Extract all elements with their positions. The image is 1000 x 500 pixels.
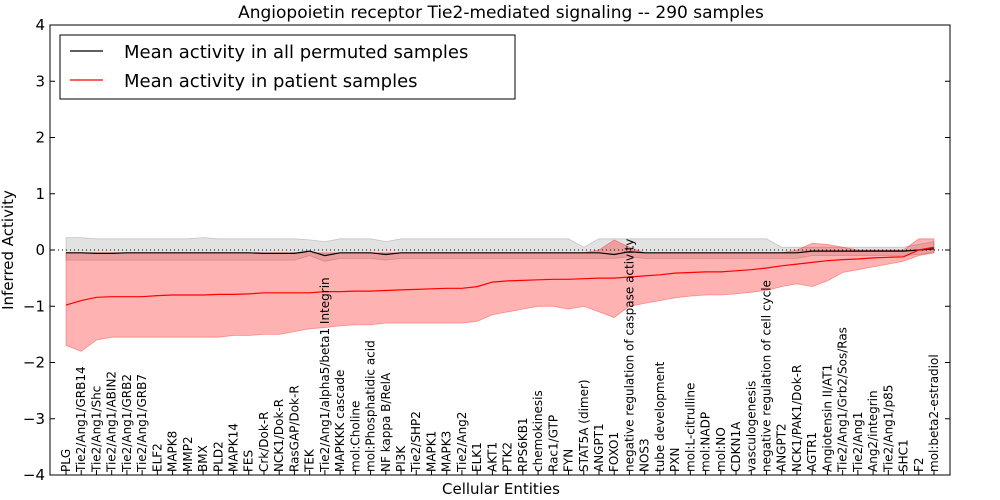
x-tick-label: PLD2: [211, 441, 225, 472]
x-tick-label: Tie2/Ang1/Grb2/Sos/Ras: [836, 327, 850, 473]
y-tick-label: −4: [23, 466, 45, 484]
x-tick-label: Rac1/GTP: [546, 415, 560, 472]
x-tick-label: TEK: [303, 448, 317, 473]
x-tick-label: FES: [242, 450, 256, 472]
y-tick-label: 2: [35, 129, 45, 147]
x-tick-label: Tie2/Ang1/p85: [881, 385, 895, 473]
x-tick-label: Ang2/integrin: [866, 390, 880, 472]
x-tick-label: negative regulation of caspase activity: [622, 239, 636, 472]
x-tick-label: Tie2/Ang1/GRB2: [120, 374, 134, 473]
x-tick-label: STAT5A (dimer): [577, 379, 591, 472]
line-series-0: [66, 248, 935, 257]
x-tick-label: SHC1: [897, 439, 911, 472]
x-tick-label: BMX: [196, 445, 210, 472]
x-tick-label: MAPK14: [227, 423, 241, 472]
x-tick-label: F2: [912, 457, 926, 472]
x-tick-label: ELK1: [470, 442, 484, 472]
x-axis: PLG Tie2/Ang1/GRB14 Tie2/Ang1/Shc Tie2/Ang1…: [59, 239, 941, 475]
x-tick-label: PI3K: [394, 445, 408, 472]
x-tick-label: CDKN1A: [729, 421, 743, 472]
x-tick-label: negative regulation of cell cycle: [760, 280, 774, 472]
x-tick-label: Crk/Dok-R: [257, 411, 271, 472]
legend-label-patient: Mean activity in patient samples: [124, 71, 418, 92]
x-tick-label: RPS6KB1: [516, 417, 530, 472]
x-tick-label: ELF2: [150, 443, 164, 472]
x-tick-label: vasculogenesis: [744, 381, 758, 472]
x-tick-label: chemokinesis: [531, 390, 545, 472]
x-tick-label: RasGAP/Dok-R: [287, 385, 301, 472]
x-tick-label: Tie2/Ang1/Shc: [90, 386, 104, 473]
x-tick-label: AGTR1: [805, 432, 819, 472]
x-tick-label: mol:Phosphatidic acid: [364, 340, 378, 472]
legend-label-permuted: Mean activity in all permuted samples: [124, 42, 468, 63]
x-tick-label: ANGPT2: [775, 423, 789, 472]
x-tick-label: mol:Choline: [348, 401, 362, 472]
x-tick-label: mol:L-citrulline: [683, 383, 697, 472]
x-tick-label: AKT1: [485, 442, 499, 472]
x-tick-label: NCK1/Dok-R: [272, 399, 286, 472]
x-tick-label: Tie2/Ang1: [851, 412, 865, 473]
x-tick-label: Tie2/Ang1/GRB7: [135, 374, 149, 473]
x-tick-label: NCK1/PAK1/Dok-R: [790, 365, 804, 472]
confidence-bands: [65, 237, 935, 352]
x-tick-label: Angiotensin II/AT1: [820, 364, 834, 472]
band-series-0: [65, 237, 935, 262]
line-series-1: [65, 246, 935, 306]
x-tick-label: PTK2: [501, 442, 515, 472]
y-tick-label: 4: [35, 16, 45, 34]
x-tick-label: FYN: [562, 449, 576, 472]
y-axis-label: Inferred Activity: [0, 190, 17, 310]
x-tick-label: tube development: [653, 361, 667, 472]
y-tick-label: 3: [35, 72, 45, 90]
y-tick-label: −3: [23, 410, 45, 428]
x-tick-label: Tie2/Ang1/ABIN2: [105, 371, 119, 473]
legend-box: [59, 34, 516, 100]
x-tick-label: PXN: [668, 448, 682, 472]
x-tick-label: Tie2/Ang1/GRB14: [74, 366, 88, 473]
x-tick-label: ANGPT1: [592, 423, 606, 472]
x-tick-label: Tie2/Ang1/alpha5/beta1 Integrin: [318, 277, 332, 473]
x-tick-label: mol:NO: [714, 427, 728, 472]
series-lines: [65, 246, 935, 306]
x-tick-label: mol:NADP: [699, 412, 713, 472]
x-tick-label: MAPK3: [440, 431, 454, 472]
x-tick-label: FOXO1: [607, 432, 621, 472]
x-tick-label: MMP2: [181, 436, 195, 472]
y-tick-label: 1: [35, 185, 45, 203]
legend: Mean activity in all permuted samples Me…: [59, 34, 516, 100]
x-tick-label: NOS3: [638, 438, 652, 472]
x-tick-label: MAPKKK cascade: [333, 370, 347, 472]
x-tick-label: Tie2/SHP2: [409, 411, 423, 473]
x-tick-label: Tie2/Ang2: [455, 412, 469, 473]
x-tick-label: MAPK8: [166, 431, 180, 472]
y-tick-label: −2: [23, 354, 45, 372]
x-axis-label: Cellular Entities: [442, 480, 560, 498]
x-tick-label: NF kappa B/RelA: [379, 372, 393, 472]
y-axis: −4 −3 −2 −1 0 1 2 3 4: [23, 16, 950, 484]
x-tick-label: mol:beta2-estradiol: [927, 354, 941, 472]
chart-title: Angiopoietin receptor Tie2-mediated sign…: [238, 3, 764, 23]
y-tick-label: 0: [35, 241, 45, 259]
x-tick-label: PLG: [59, 449, 73, 472]
x-tick-label: MAPK1: [425, 431, 439, 472]
y-tick-label: −1: [23, 297, 45, 315]
